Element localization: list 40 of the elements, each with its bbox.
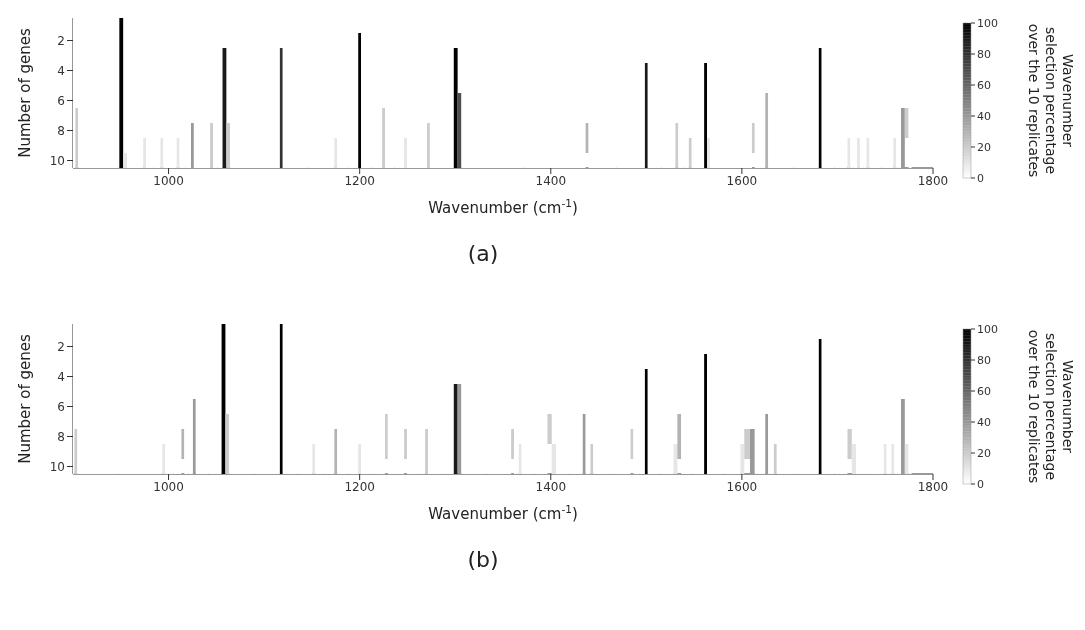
x-tick-label: 1400	[535, 479, 567, 494]
x-tick-label: 1000	[153, 479, 184, 494]
x-tick-label: 1600	[726, 173, 758, 188]
color-bar-label: 20	[977, 140, 991, 154]
color-bar-label: 80	[977, 353, 991, 367]
color-bar-title: Wavenumber selection percentage over the 10 replicates	[1026, 23, 1076, 178]
y-tick-label: 4	[57, 369, 65, 384]
color-bar-label: 100	[977, 16, 998, 30]
x-tick-label: 1200	[344, 173, 375, 188]
y-axis-title: Number of genes	[16, 28, 34, 158]
x-tick-label: 1400	[535, 173, 567, 188]
x-tick-label: 1000	[153, 173, 184, 188]
x-tick-label: 1200	[344, 479, 375, 494]
color-bar-label: 0	[977, 477, 984, 491]
color-bar-label: 40	[977, 109, 991, 123]
color-bar-label: 80	[977, 47, 991, 61]
x-axis-title: Wavenumber (cm$^{-1}$)	[428, 197, 578, 217]
x-tick-label: 1800	[917, 173, 949, 188]
color-bar-label: 40	[977, 415, 991, 429]
color-bar-label: 60	[977, 384, 991, 398]
x-tick-label: 1800	[917, 479, 949, 494]
x-axis-title: Wavenumber (cm$^{-1}$)	[428, 503, 578, 523]
y-tick-label: 2	[57, 339, 65, 354]
text: (a)	[466, 241, 500, 266]
color-bar-title: Wavenumber selection percentage over the 10 replicates	[1026, 329, 1076, 484]
y-tick-label: 8	[57, 429, 65, 444]
y-axis-title: Number of genes	[16, 334, 34, 464]
y-tick-label: 6	[57, 399, 65, 414]
color-bar-label: 100	[977, 322, 998, 336]
color-bar-label: 60	[977, 78, 991, 92]
y-tick-label: 2	[57, 33, 65, 48]
y-tick-label: 8	[57, 123, 65, 138]
x-tick-label: 1600	[726, 479, 758, 494]
color-bar-label: 0	[977, 171, 984, 185]
y-tick-label: 10	[49, 459, 65, 474]
color-bar-label: 20	[977, 446, 991, 460]
y-tick-label: 4	[57, 63, 65, 78]
y-tick-label: 6	[57, 93, 65, 108]
text: (b)	[466, 547, 500, 572]
y-tick-label: 10	[49, 153, 65, 168]
